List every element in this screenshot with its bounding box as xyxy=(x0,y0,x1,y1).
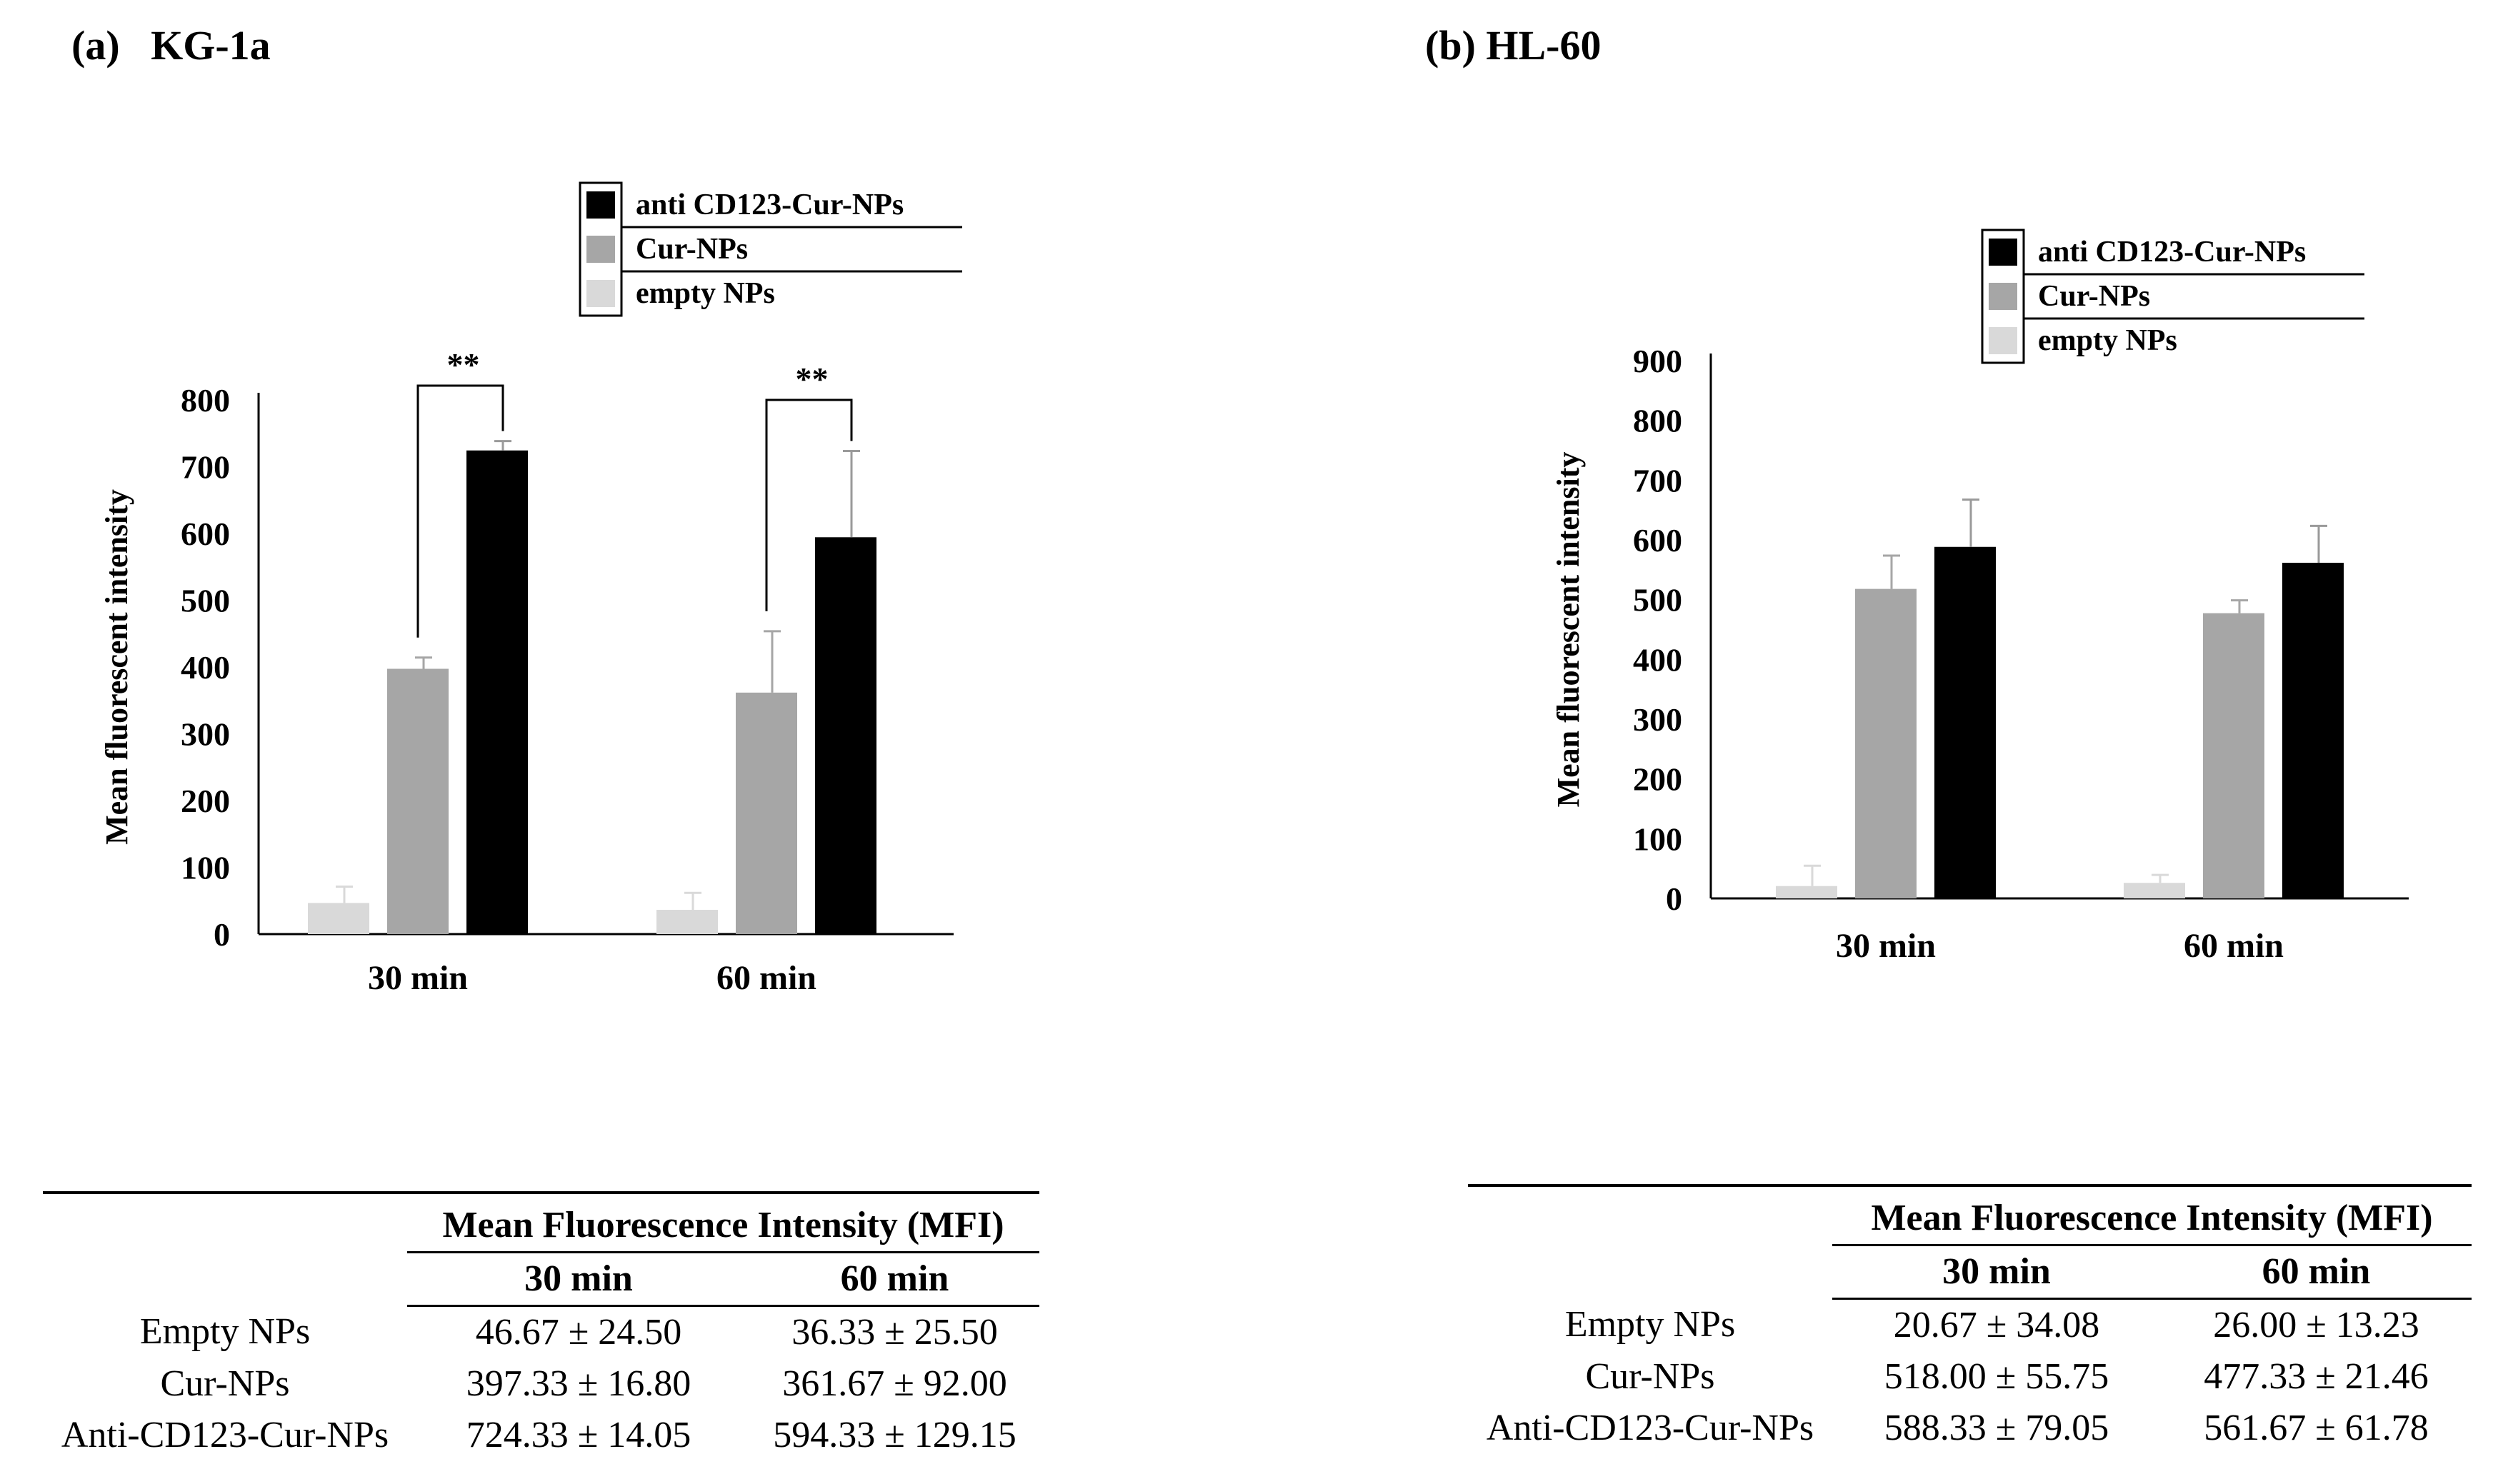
y-tick-label: 400 xyxy=(1633,641,1682,678)
legend-label: Cur-NPs xyxy=(2038,280,2150,313)
bar xyxy=(2124,883,2185,898)
x-tick-label: 60 min xyxy=(716,959,816,997)
legend-swatch xyxy=(586,191,615,219)
bar xyxy=(656,910,718,934)
legend-label: Cur-NPs xyxy=(636,233,748,266)
y-tick-label: 700 xyxy=(1633,462,1682,498)
table-caption: Mean Fluorescence Intensity (MFI) xyxy=(1832,1193,2472,1246)
y-tick-label: 100 xyxy=(181,850,230,886)
chart-canvas: 0 100 200 300 400 500 600 700 800 Mean fluorescen… xyxy=(99,181,2409,997)
legend-label: anti CD123-Cur-NPs xyxy=(636,189,904,221)
table-cell: 594.33 ± 129.15 xyxy=(773,1415,1016,1455)
table-cell: 724.33 ± 14.05 xyxy=(466,1415,691,1455)
significance-bracket xyxy=(416,384,504,638)
legend-swatch xyxy=(1989,283,2017,310)
y-tick-label: 500 xyxy=(1633,582,1682,618)
legend-label: empty NPs xyxy=(636,277,775,310)
column-header: 30 min xyxy=(407,1252,750,1307)
row-label: Cur-NPs xyxy=(1585,1356,1715,1397)
bar xyxy=(2282,563,2344,898)
row-label: Cur-NPs xyxy=(160,1363,290,1404)
table-row: Cur-NPs 518.00 ± 55.75 477.33 ± 21.46 xyxy=(1468,1351,2472,1403)
x-tick-label: 60 min xyxy=(2184,927,2284,965)
y-axis-label: Mean fluorescent intensity xyxy=(1551,452,1586,808)
legend-swatch xyxy=(1989,239,2017,266)
row-label: Empty NPs xyxy=(139,1311,311,1353)
legend-frame xyxy=(579,181,623,317)
legend-swatch xyxy=(586,236,615,263)
table-cell: 588.33 ± 79.05 xyxy=(1884,1408,2109,1448)
table-cell: 397.33 ± 16.80 xyxy=(466,1363,691,1404)
y-tick-label: 500 xyxy=(181,583,230,619)
table-row: Empty NPs 46.67 ± 24.50 36.33 ± 25.50 xyxy=(43,1306,1039,1359)
y-tick-label: 900 xyxy=(1633,343,1682,379)
y-tick-label: 700 xyxy=(181,449,230,486)
table-cell: 477.33 ± 21.46 xyxy=(2204,1356,2429,1397)
column-header: 30 min xyxy=(1832,1245,2161,1300)
bar xyxy=(736,692,797,934)
row-label: Empty NPs xyxy=(1564,1304,1736,1345)
y-tick-label: 600 xyxy=(181,516,230,552)
y-tick-label: 0 xyxy=(214,916,230,953)
bar xyxy=(2203,613,2264,898)
y-tick-label: 800 xyxy=(181,382,230,418)
mfi-table-hl60: Mean Fluorescence Intensity (MFI) 30 min… xyxy=(1468,1184,2472,1454)
mfi-table-kg1a: Mean Fluorescence Intensity (MFI) 30 min… xyxy=(43,1191,1039,1461)
row-label: Anti-CD123-Cur-NPs xyxy=(1486,1408,1814,1448)
legend-swatch xyxy=(1989,327,2017,354)
significance-bracket xyxy=(765,398,853,611)
table-row: Anti-CD123-Cur-NPs 588.33 ± 79.05 561.67… xyxy=(1468,1403,2472,1454)
column-header: 60 min xyxy=(750,1252,1039,1307)
table-caption: Mean Fluorescence Intensity (MFI) xyxy=(407,1200,1039,1253)
y-tick-label: 200 xyxy=(181,783,230,819)
table-row: Anti-CD123-Cur-NPs 724.33 ± 14.05 594.33… xyxy=(43,1410,1039,1461)
y-tick-label: 100 xyxy=(1633,821,1682,857)
significance-label: ** xyxy=(447,346,480,383)
x-tick-label: 30 min xyxy=(1836,927,1936,965)
row-label: Anti-CD123-Cur-NPs xyxy=(61,1415,389,1455)
table-row: Cur-NPs 397.33 ± 16.80 361.67 ± 92.00 xyxy=(43,1358,1039,1410)
bar xyxy=(1934,546,1996,898)
panel-a-title: (a) KG-1a xyxy=(71,22,271,69)
table-cell: 36.33 ± 25.50 xyxy=(791,1312,998,1353)
legend-swatch xyxy=(586,280,615,307)
legend-label: empty NPs xyxy=(2038,324,2177,357)
y-tick-label: 300 xyxy=(181,716,230,753)
y-tick-label: 300 xyxy=(1633,701,1682,738)
table-cell: 561.67 ± 61.78 xyxy=(2204,1408,2429,1448)
y-tick-label: 600 xyxy=(1633,522,1682,558)
table-row: Empty NPs 20.67 ± 34.08 26.00 ± 13.23 xyxy=(1468,1299,2472,1352)
x-tick-label: 30 min xyxy=(368,959,468,997)
bar xyxy=(1776,886,1837,898)
significance-label: ** xyxy=(796,361,829,397)
bar xyxy=(308,903,369,934)
bar xyxy=(387,668,449,934)
table-cell: 518.00 ± 55.75 xyxy=(1884,1356,2109,1397)
y-tick-label: 0 xyxy=(1666,881,1682,917)
table-cell: 26.00 ± 13.23 xyxy=(2213,1305,2419,1345)
bar xyxy=(1855,588,1917,898)
table-cell: 20.67 ± 34.08 xyxy=(1893,1305,2100,1345)
bar xyxy=(466,450,528,934)
y-axis-label: Mean fluorescent intensity xyxy=(99,489,134,845)
column-header: 60 min xyxy=(2161,1245,2472,1300)
table-cell: 46.67 ± 24.50 xyxy=(475,1312,682,1353)
y-tick-label: 800 xyxy=(1633,403,1682,439)
y-tick-label: 400 xyxy=(181,649,230,686)
legend-frame xyxy=(1981,229,2025,364)
legend-label: anti CD123-Cur-NPs xyxy=(2038,236,2306,269)
table-cell: 361.67 ± 92.00 xyxy=(782,1363,1007,1404)
panel-b-title: (b) HL-60 xyxy=(1425,22,1602,69)
y-tick-label: 200 xyxy=(1633,761,1682,798)
bar xyxy=(815,537,876,934)
